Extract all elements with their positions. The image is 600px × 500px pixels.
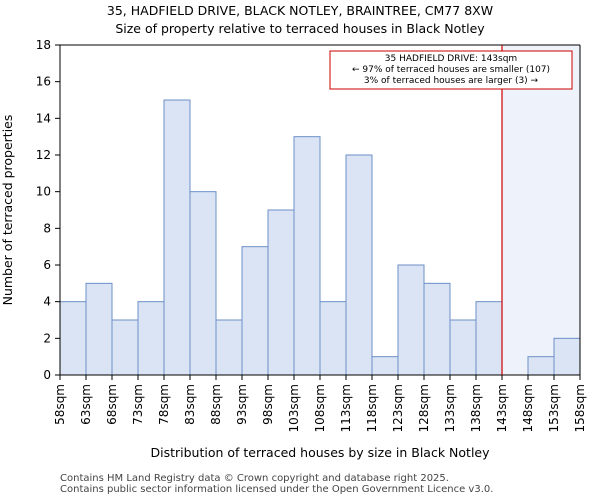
y-axis-label: Number of terraced properties — [0, 115, 15, 306]
bar-103sqm — [293, 136, 321, 376]
y-tick-label: 2 — [43, 331, 51, 345]
x-tick-label: 63sqm — [79, 384, 93, 425]
x-tick-label: 58sqm — [53, 384, 67, 425]
x-axis-label: Distribution of terraced houses by size … — [150, 445, 490, 460]
annotation-box — [329, 50, 573, 90]
x-tick-label: 103sqm — [287, 384, 301, 432]
x-tick-label: 93sqm — [235, 384, 249, 425]
y-tick-label: 12 — [36, 148, 51, 162]
footer-licence: Contains public sector information licen… — [60, 484, 494, 495]
y-tick-label: 6 — [43, 258, 51, 272]
x-tick-label: 118sqm — [365, 384, 379, 432]
bar-78sqm — [163, 99, 191, 376]
bar-123sqm — [397, 264, 425, 376]
bar-113sqm — [345, 154, 373, 376]
x-tick-label: 143sqm — [495, 384, 509, 432]
y-tick-label: 16 — [36, 75, 51, 89]
x-tick-label: 78sqm — [157, 384, 171, 425]
x-tick-label: 73sqm — [131, 384, 145, 425]
bar-73sqm — [137, 301, 165, 376]
x-tick-label: 113sqm — [339, 384, 353, 432]
y-tick-label: 4 — [43, 295, 51, 309]
bar-108sqm — [319, 301, 347, 376]
x-tick-label: 83sqm — [183, 384, 197, 425]
x-tick-label: 108sqm — [313, 384, 327, 432]
x-tick-label: 148sqm — [521, 384, 535, 432]
annotation-line-2: ← 97% of terraced houses are smaller (10… — [352, 65, 550, 75]
bar-118sqm — [371, 356, 399, 376]
x-tick-label: 88sqm — [209, 384, 223, 425]
x-tick-label: 128sqm — [417, 384, 431, 432]
bar-148sqm — [527, 356, 555, 376]
y-tick-label: 0 — [43, 368, 51, 382]
y-tick-label: 14 — [36, 111, 51, 125]
y-tick-label: 10 — [36, 185, 51, 199]
x-tick-label: 98sqm — [261, 384, 275, 425]
bar-128sqm — [423, 282, 451, 376]
chart-subtitle: Size of property relative to terraced ho… — [115, 21, 485, 36]
x-tick-label: 138sqm — [469, 384, 483, 432]
larger-region-highlight — [502, 45, 580, 375]
annotation-line-1: 35 HADFIELD DRIVE: 143sqm — [385, 54, 517, 64]
footer-copyright: Contains HM Land Registry data © Crown c… — [60, 473, 449, 484]
chart-title: 35, HADFIELD DRIVE, BLACK NOTLEY, BRAINT… — [106, 3, 494, 18]
x-tick-label: 158sqm — [573, 384, 587, 432]
bar-98sqm — [267, 209, 295, 376]
x-tick-label: 133sqm — [443, 384, 457, 432]
bar-88sqm — [215, 319, 243, 376]
bar-63sqm — [85, 282, 113, 376]
bar-58sqm — [59, 301, 87, 376]
bar-138sqm — [475, 301, 503, 376]
bar-68sqm — [111, 319, 139, 376]
x-tick-label: 68sqm — [105, 384, 119, 425]
x-tick-label: 123sqm — [391, 384, 405, 432]
bar-153sqm — [553, 337, 581, 376]
y-tick-label: 8 — [43, 221, 51, 235]
bar-83sqm — [189, 191, 217, 376]
annotation-line-3: 3% of terraced houses are larger (3) → — [364, 76, 539, 86]
bar-133sqm — [449, 319, 477, 376]
x-tick-label: 153sqm — [547, 384, 561, 432]
bar-93sqm — [241, 246, 269, 376]
y-tick-label: 18 — [36, 38, 51, 52]
